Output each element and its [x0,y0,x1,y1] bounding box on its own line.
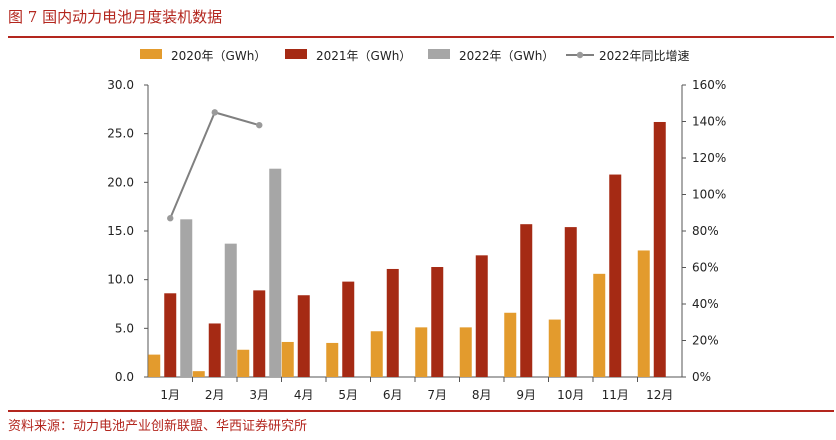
bar-1-11 [593,273,606,377]
y-right-tick-label: 100% [692,188,726,202]
source-note: 资料来源：动力电池产业创新联盟、华西证券研究所 [8,419,308,434]
growth-point-3 [256,121,263,129]
y-left-tick-label: 20.0 [107,175,134,189]
x-tick-label: 7月 [427,388,447,402]
x-tick-label: 12月 [646,388,673,402]
legend-label-4: 2022年同比增速 [599,49,690,63]
growth-point-2 [211,109,218,116]
bar-1-3 [237,349,250,377]
bar-2-7 [431,267,444,377]
chart: 0.0 5.0 10.0 15.0 20.0 25.0 30.0 0% 20% 40% 60% 80%… [107,49,726,402]
bar-2-3 [253,290,266,377]
y-right-tick-label: 60% [692,261,719,275]
x-tick-label: 8月 [472,388,492,402]
bar-2-2 [208,323,221,377]
bar-1-8 [459,327,472,377]
bar-1-9 [504,312,517,377]
legend-swatch-2 [285,49,307,59]
y-right-tick-label: 40% [692,297,719,311]
bar-2-11 [609,174,622,377]
x-tick-label: 9月 [516,388,536,402]
x-tick-label: 5月 [338,388,358,402]
y-right-tick-label: 20% [692,334,719,348]
x-tick-label: 6月 [383,388,403,402]
bar-2-10 [564,227,577,377]
y-left-tick-label: 25.0 [107,127,134,141]
x-tick-label: 3月 [249,388,269,402]
bar-2-5 [342,281,355,377]
source-rule [8,410,834,412]
y-right-tick-label: 160% [692,78,726,92]
bar-3-2 [224,243,237,377]
legend-label-3: 2022年（GWh） [459,49,554,63]
y-right-tick-label: 0% [692,370,711,384]
y-right-tick-label: 120% [692,151,726,165]
y-right-tick-label: 140% [692,115,726,129]
x-tick-label: 4月 [294,388,314,402]
bar-1-5 [326,342,339,377]
legend-swatch-3 [428,49,450,59]
bar-1-4 [281,341,294,377]
legend-label-2: 2021年（GWh） [316,49,411,63]
growth-line [169,111,260,219]
figure-title: 图 7 国内动力电池月度装机数据 [8,8,223,26]
y-left-tick-label: 30.0 [107,78,134,92]
bar-2-1 [164,293,177,377]
bar-1-12 [637,250,650,377]
bar-1-2 [192,371,205,377]
y-left-tick-label: 10.0 [107,273,134,287]
bar-1-6 [370,331,383,377]
x-tick-label: 2月 [205,388,225,402]
growth-point-1 [167,215,174,222]
bar-3-3 [269,168,282,377]
bar-1-10 [548,319,561,377]
x-tick-label: 1月 [160,388,180,402]
legend-swatch-1 [140,49,162,59]
bar-2-4 [297,295,310,377]
legend-marker-4 [576,51,584,59]
x-tick-label: 10月 [557,388,584,402]
title-rule [8,36,834,38]
bar-2-6 [386,268,399,377]
bar-2-12 [653,121,666,377]
bar-2-8 [475,255,488,377]
bar-2-9 [520,224,533,377]
legend-label-1: 2020年（GWh） [171,49,266,63]
y-left-tick-label: 15.0 [107,224,134,238]
x-tick-label: 11月 [602,388,629,402]
y-left-tick-label: 0.0 [115,370,134,384]
bar-1-7 [415,327,428,377]
y-left-tick-label: 5.0 [115,321,134,335]
bar-3-1 [180,219,193,377]
bar-1-1 [148,354,161,377]
y-right-tick-label: 80% [692,224,719,238]
